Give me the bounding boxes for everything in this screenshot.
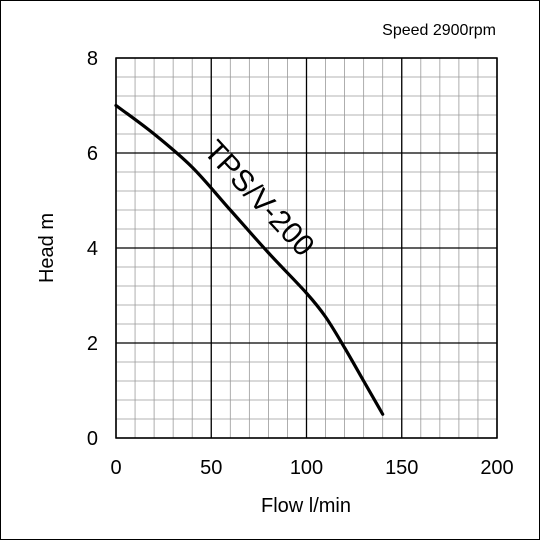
major-grid xyxy=(115,57,498,439)
y-tick-label: 8 xyxy=(87,48,98,70)
series-line-0 xyxy=(114,103,385,416)
y-tick-label: 2 xyxy=(87,333,98,355)
x-axis-title: Flow l/min xyxy=(261,495,351,517)
x-tick-label: 200 xyxy=(480,457,513,479)
x-tick-label: 150 xyxy=(385,457,418,479)
x-tick-label: 0 xyxy=(110,457,121,479)
x-tick-labels: 0 50 100 150 200 xyxy=(110,457,513,479)
y-tick-label: 6 xyxy=(87,143,98,165)
plot-border xyxy=(115,57,498,439)
curves xyxy=(114,103,385,416)
y-axis-title: Head m xyxy=(36,213,58,283)
y-tick-label: 0 xyxy=(87,428,98,450)
y-tick-labels: 0 2 4 6 8 xyxy=(87,48,98,450)
chart-title: Speed 2900rpm xyxy=(382,22,496,39)
x-tick-label: 100 xyxy=(290,457,323,479)
x-tick-label: 50 xyxy=(200,457,222,479)
y-tick-label: 4 xyxy=(87,238,98,260)
